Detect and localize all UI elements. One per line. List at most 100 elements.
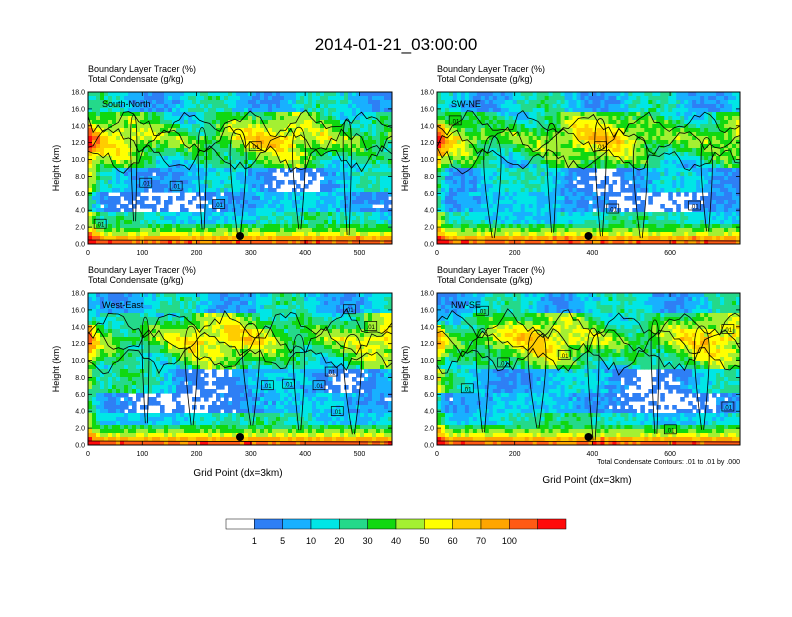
- shading-cell: [449, 208, 454, 213]
- shading-cell: [352, 220, 357, 225]
- shading-cell: [445, 200, 450, 205]
- shading-cell: [561, 168, 566, 173]
- shading-cell: [676, 136, 681, 141]
- shading-cell: [368, 136, 373, 141]
- shading-cell: [152, 188, 157, 193]
- shading-cell: [720, 92, 725, 97]
- shading-cell: [376, 132, 381, 137]
- shading-cell: [192, 168, 197, 173]
- shading-cell: [712, 188, 717, 193]
- shading-cell: [136, 212, 141, 217]
- shading-cell: [364, 168, 369, 173]
- shading-cell: [188, 160, 193, 165]
- shading-cell: [672, 188, 677, 193]
- shading-cell: [505, 132, 510, 137]
- shading-cell: [612, 144, 617, 149]
- shading-cell: [732, 168, 737, 173]
- shading-cell: [384, 120, 389, 125]
- shading-cell: [208, 200, 213, 205]
- shading-cell: [668, 176, 673, 181]
- shading-cell: [716, 112, 721, 117]
- shading-cell: [332, 132, 337, 137]
- shading-cell: [688, 144, 693, 149]
- shading-cell: [360, 124, 365, 129]
- shading-cell: [248, 104, 253, 109]
- x-tick-label: 300: [245, 250, 257, 257]
- shading-cell: [252, 184, 257, 189]
- shading-cell: [676, 192, 681, 197]
- shading-cell: [513, 168, 518, 173]
- shading-cell: [260, 164, 265, 169]
- shading-cell: [128, 152, 133, 157]
- shading-cell: [521, 196, 526, 201]
- shading-cell: [553, 184, 558, 189]
- shading-cell: [644, 92, 649, 97]
- shading-cell: [128, 120, 133, 125]
- shading-cell: [541, 140, 546, 145]
- shading-cell: [620, 140, 625, 145]
- shading-cell: [216, 108, 221, 113]
- shading-cell: [116, 188, 121, 193]
- shading-cell: [272, 232, 277, 237]
- shading-cell: [260, 160, 265, 165]
- shading-cell: [328, 108, 333, 113]
- shading-cell: [384, 228, 389, 233]
- shading-cell: [304, 208, 309, 213]
- shading-cell: [517, 196, 522, 201]
- shading-cell: [268, 96, 273, 101]
- shading-cell: [152, 92, 157, 97]
- shading-cell: [144, 220, 149, 225]
- shading-cell: [380, 168, 385, 173]
- shading-cell: [720, 112, 725, 117]
- shading-cell: [453, 204, 458, 209]
- shading-cell: [497, 120, 502, 125]
- shading-cell: [152, 156, 157, 161]
- shading-cell: [441, 108, 446, 113]
- shading-cell: [581, 200, 586, 205]
- shading-cell: [704, 128, 709, 133]
- shading-cell: [628, 140, 633, 145]
- shading-cell: [380, 164, 385, 169]
- shading-cell: [561, 120, 566, 125]
- shading-cell: [336, 160, 341, 165]
- shading-cell: [188, 176, 193, 181]
- shading-cell: [356, 208, 361, 213]
- shading-cell: [108, 148, 113, 153]
- shading-cell: [260, 156, 265, 161]
- shading-cell: [732, 96, 737, 101]
- shading-cell: [320, 124, 325, 129]
- shading-cell: [485, 92, 490, 97]
- shading-cell: [104, 124, 109, 129]
- shading-cell: [324, 100, 329, 105]
- shading-cell: [344, 128, 349, 133]
- shading-cell: [696, 108, 701, 113]
- shading-cell: [236, 100, 241, 105]
- shading-cell: [372, 96, 377, 101]
- shading-cell: [260, 184, 265, 189]
- shading-cell: [541, 136, 546, 141]
- shading-cell: [188, 220, 193, 225]
- shading-cell: [668, 112, 673, 117]
- shading-cell: [700, 100, 705, 105]
- shading-cell: [332, 156, 337, 161]
- shading-cell: [312, 236, 317, 241]
- shading-cell: [352, 172, 357, 177]
- shading-cell: [509, 140, 514, 145]
- shading-cell: [604, 116, 609, 121]
- shading-cell: [692, 92, 697, 97]
- shading-cell: [541, 160, 546, 165]
- shading-cell: [356, 152, 361, 157]
- shading-cell: [525, 124, 530, 129]
- shading-cell: [176, 152, 181, 157]
- shading-cell: [384, 104, 389, 109]
- shading-cell: [148, 220, 153, 225]
- shading-cell: [720, 100, 725, 105]
- shading-cell: [668, 188, 673, 193]
- shading-cell: [108, 180, 113, 185]
- shading-cell: [469, 152, 474, 157]
- shading-cell: [501, 152, 506, 157]
- shading-cell: [256, 100, 261, 105]
- shading-cell: [640, 148, 645, 153]
- shading-cell: [336, 116, 341, 121]
- shading-cell: [376, 212, 381, 217]
